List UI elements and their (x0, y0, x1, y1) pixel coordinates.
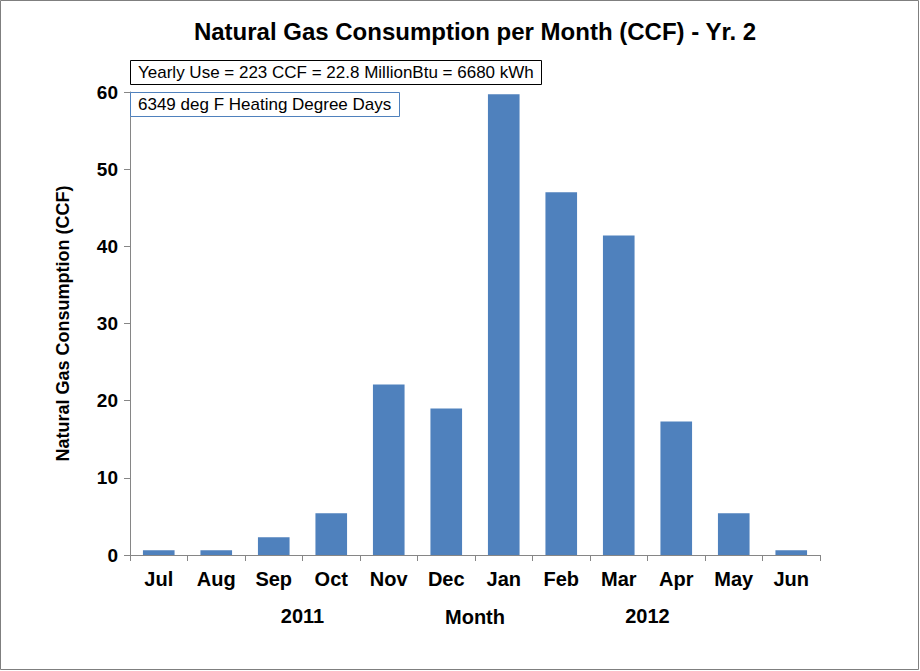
svg-text:Mar: Mar (601, 568, 637, 590)
svg-text:2012: 2012 (625, 605, 670, 627)
svg-text:6349 deg F Heating Degree Days: 6349 deg F Heating Degree Days (138, 95, 391, 114)
svg-text:Natural Gas Consumption (CCF): Natural Gas Consumption (CCF) (53, 185, 73, 461)
svg-text:40: 40 (97, 236, 118, 257)
svg-text:Apr: Apr (659, 568, 694, 590)
svg-text:Aug: Aug (197, 568, 236, 590)
svg-text:Oct: Oct (315, 568, 349, 590)
svg-text:Month: Month (445, 606, 505, 628)
svg-text:Jun: Jun (773, 568, 809, 590)
svg-text:Sep: Sep (255, 568, 292, 590)
svg-text:2011: 2011 (281, 605, 324, 627)
svg-text:30: 30 (97, 313, 118, 334)
svg-text:20: 20 (97, 390, 118, 411)
svg-text:Jul: Jul (144, 568, 173, 590)
svg-text:May: May (714, 568, 754, 590)
svg-text:Nov: Nov (370, 568, 409, 590)
svg-text:Jan: Jan (487, 568, 521, 590)
svg-text:50: 50 (97, 159, 118, 180)
svg-text:Natural Gas Consumption per Mo: Natural Gas Consumption per Month (CCF) … (194, 18, 756, 45)
svg-text:0: 0 (107, 545, 118, 566)
svg-text:Feb: Feb (543, 568, 579, 590)
svg-text:Yearly Use = 223 CCF = 22.8 Mi: Yearly Use = 223 CCF = 22.8 MillionBtu =… (138, 63, 534, 82)
svg-text:60: 60 (97, 82, 118, 103)
svg-text:10: 10 (97, 467, 118, 488)
svg-text:Dec: Dec (428, 568, 465, 590)
